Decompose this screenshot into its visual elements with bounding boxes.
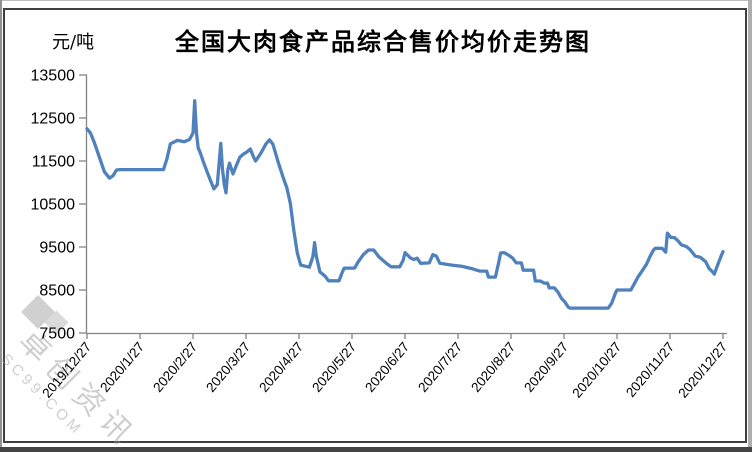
x-axis-tick-label: 2020/12/27 [675, 339, 730, 400]
y-axis-tick-label: 7500 [39, 326, 75, 343]
frame-top-edge [0, 0, 752, 1]
x-axis-tick-label: 2020/8/27 [468, 339, 518, 395]
y-axis-unit-label: 元/吨 [52, 32, 95, 53]
x-axis-tick-label: 2020/2/27 [150, 339, 200, 395]
x-axis-tick-label: 2020/5/27 [309, 339, 359, 395]
frame-bottom-edge [0, 447, 752, 452]
x-axis-tick-label: 2019/12/27 [39, 339, 94, 400]
x-axis-tick-label: 2020/10/27 [569, 339, 624, 400]
frame-left-edge [0, 0, 2, 452]
x-axis-tick-label: 2020/6/27 [362, 339, 412, 395]
chart-panel-border [3, 8, 747, 443]
y-axis-tick-label: 9500 [39, 240, 75, 257]
x-axis-tick-label: 2020/3/27 [203, 339, 253, 395]
chart-title: 全国大肉食产品综合售价均价走势图 [175, 27, 591, 56]
y-axis-tick-label: 13500 [31, 68, 76, 85]
y-axis-tick-label: 11500 [32, 154, 75, 171]
frame-right-edge [748, 0, 752, 452]
x-axis-tick-label: 2020/4/27 [256, 339, 306, 395]
x-axis-tick-label: 2020/1/27 [97, 339, 147, 395]
price-series-line [85, 99, 725, 310]
y-axis-tick-label: 12500 [31, 111, 76, 128]
y-axis-tick-label: 10500 [31, 197, 76, 214]
x-axis-tick-label: 2020/7/27 [415, 339, 465, 395]
y-axis-tick-label: 8500 [39, 283, 75, 300]
x-axis-tick-label: 2020/9/27 [521, 339, 571, 395]
x-axis-tick-label: 2020/11/27 [623, 339, 677, 400]
